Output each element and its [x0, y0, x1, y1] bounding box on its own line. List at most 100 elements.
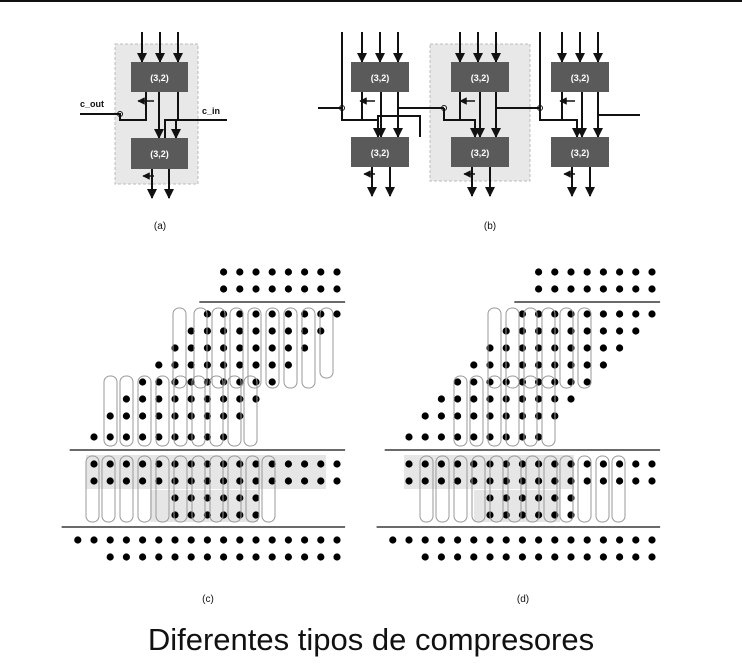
compressor-group — [227, 375, 242, 447]
bit-dot — [535, 433, 543, 441]
bit-dot — [252, 361, 260, 369]
bit-dot — [220, 494, 228, 502]
top-rule — [0, 0, 742, 2]
bit-dot — [583, 361, 591, 369]
bit-dot — [317, 310, 325, 318]
bit-dot — [333, 536, 341, 544]
bit-dot — [220, 395, 228, 403]
bit-dot — [220, 361, 228, 369]
bit-dot — [155, 412, 163, 420]
bit-dot — [599, 460, 608, 468]
bit-dot — [317, 460, 325, 468]
bit-dot — [518, 553, 527, 561]
bit-dot — [301, 477, 309, 485]
figure-caption: Diferentes tipos de compresores — [147, 622, 595, 657]
compressor-group — [523, 375, 538, 447]
bit-dot — [268, 327, 276, 335]
compressor-label: (3,2) — [150, 149, 169, 159]
bit-dot — [236, 460, 244, 468]
bit-dot — [155, 477, 163, 485]
compressor-label: (3,2) — [371, 73, 390, 83]
bit-dot — [518, 361, 527, 369]
compressor-group — [559, 455, 574, 523]
bit-dot — [122, 460, 130, 468]
subfigure-b: (3,2) (3,2) (3,2) — [318, 32, 640, 232]
bit-dot — [236, 553, 244, 561]
compressor-label: (3,2) — [371, 148, 390, 158]
bit-dot — [171, 412, 179, 420]
bit-dot — [437, 553, 445, 561]
bit-dot — [599, 553, 608, 561]
bit-dot — [437, 460, 445, 468]
bit-dot — [187, 361, 195, 369]
bit-dot — [187, 433, 195, 441]
bit-dot — [518, 494, 527, 502]
compressor-block: (3,2) — [451, 62, 509, 92]
bit-dot — [317, 536, 325, 544]
bit-dot — [171, 494, 179, 502]
bit-dot — [437, 433, 445, 441]
bit-dot — [648, 268, 656, 276]
bit-dot — [599, 327, 608, 335]
bit-dot — [317, 477, 325, 485]
bit-dot — [333, 310, 341, 318]
bit-dot — [268, 553, 276, 561]
bit-dot — [90, 536, 98, 544]
bit-dot — [454, 477, 462, 485]
bit-dot — [616, 460, 624, 468]
compressor-group — [419, 455, 434, 523]
subfigure-c — [61, 268, 346, 561]
bit-dot — [236, 412, 244, 420]
bit-dot — [421, 536, 429, 544]
compressor-group — [119, 375, 134, 447]
bit-dot — [317, 553, 325, 561]
bit-dot — [203, 412, 211, 420]
bit-dot — [284, 285, 292, 293]
bit-dot — [236, 285, 244, 293]
bit-dot — [518, 395, 527, 403]
bit-dot — [90, 433, 98, 441]
bit-dot — [268, 460, 276, 468]
bit-dot — [535, 361, 543, 369]
bit-dot — [171, 433, 179, 441]
compressor-group — [489, 455, 504, 523]
bit-dot — [567, 285, 575, 293]
bit-dot — [139, 433, 147, 441]
bit-dot — [502, 494, 510, 502]
bit-dot — [220, 327, 228, 335]
bit-dot — [333, 285, 341, 293]
bit-dot — [535, 327, 543, 335]
bit-dot — [252, 285, 260, 293]
compressor-group — [611, 455, 626, 523]
bit-dot — [301, 536, 309, 544]
bit-dot — [155, 553, 163, 561]
bit-dot — [203, 511, 211, 519]
bit-dot — [502, 553, 510, 561]
bit-dot — [139, 536, 147, 544]
bit-dot — [106, 433, 114, 441]
subfigure-a: (3,2) c_out c_in (3,2) (a) — [80, 32, 227, 232]
bit-dot — [236, 361, 244, 369]
compressor-label: (3,2) — [571, 148, 590, 158]
bit-dot — [220, 268, 228, 276]
bit-dot — [155, 460, 163, 468]
bit-dot — [220, 460, 228, 468]
bit-dot — [139, 412, 147, 420]
bit-dot — [252, 344, 260, 352]
bit-dot — [616, 477, 624, 485]
compressor-group — [301, 307, 316, 389]
subfigure-label-b: (b) — [484, 221, 496, 232]
bit-dot — [252, 268, 260, 276]
bit-dot — [284, 268, 292, 276]
bit-dot — [252, 536, 260, 544]
bit-dot — [405, 460, 413, 468]
bit-dot — [171, 361, 179, 369]
compressor-group — [453, 455, 468, 523]
compressor-group — [155, 455, 170, 523]
bit-dot — [470, 378, 478, 386]
compressor-group — [85, 455, 100, 523]
bit-dot — [389, 536, 397, 544]
bit-dot — [535, 395, 543, 403]
bit-dot — [437, 477, 445, 485]
bit-dot — [252, 460, 260, 468]
